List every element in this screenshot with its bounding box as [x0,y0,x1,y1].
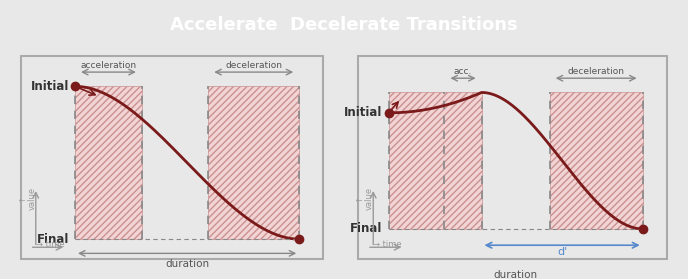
Text: acceleration: acceleration [80,61,136,70]
Text: d': d' [557,247,567,257]
Text: → time: → time [36,240,65,249]
Text: duration: duration [165,259,209,270]
Bar [550,92,643,229]
Text: → time: → time [373,240,402,249]
Text: Final: Final [350,222,383,235]
Text: Initial: Initial [31,80,69,93]
Text: deceleration: deceleration [568,67,625,76]
Text: ↑
value: ↑ value [17,187,36,210]
Text: acc.: acc. [454,67,472,76]
Text: duration: duration [493,270,538,279]
Text: ↑
value: ↑ value [354,187,374,210]
Bar [389,92,482,229]
Text: deceleration: deceleration [225,61,282,70]
Text: Initial: Initial [344,106,383,119]
Text: Accelerate  Decelerate Transitions: Accelerate Decelerate Transitions [170,16,518,34]
Bar [208,86,299,239]
Bar [75,86,142,239]
Text: Final: Final [36,233,69,246]
